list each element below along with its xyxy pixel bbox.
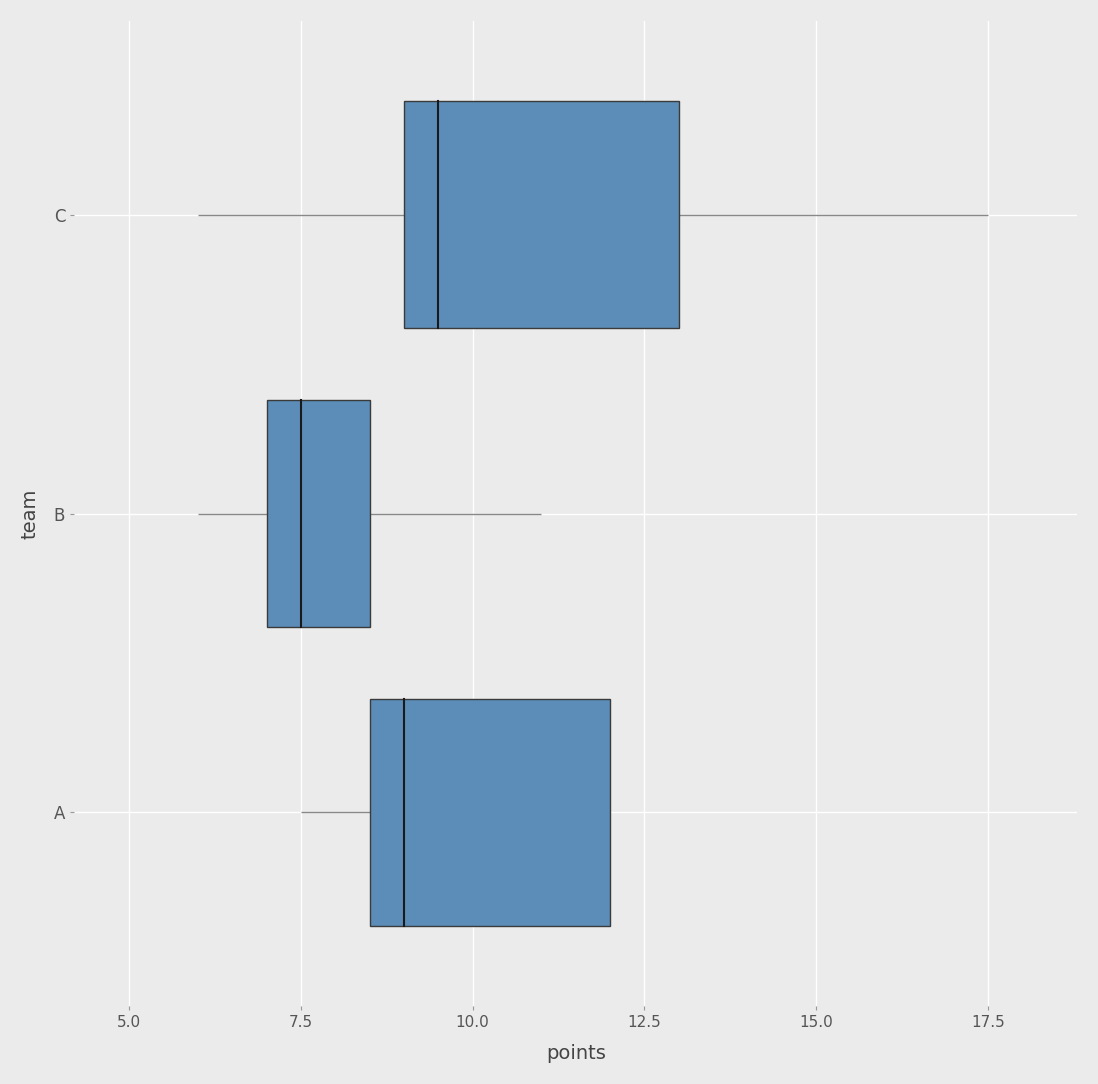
Y-axis label: team: team <box>21 489 40 539</box>
Bar <box>370 699 610 926</box>
X-axis label: points: points <box>546 1044 606 1063</box>
Bar <box>267 400 370 627</box>
Bar <box>404 102 679 328</box>
